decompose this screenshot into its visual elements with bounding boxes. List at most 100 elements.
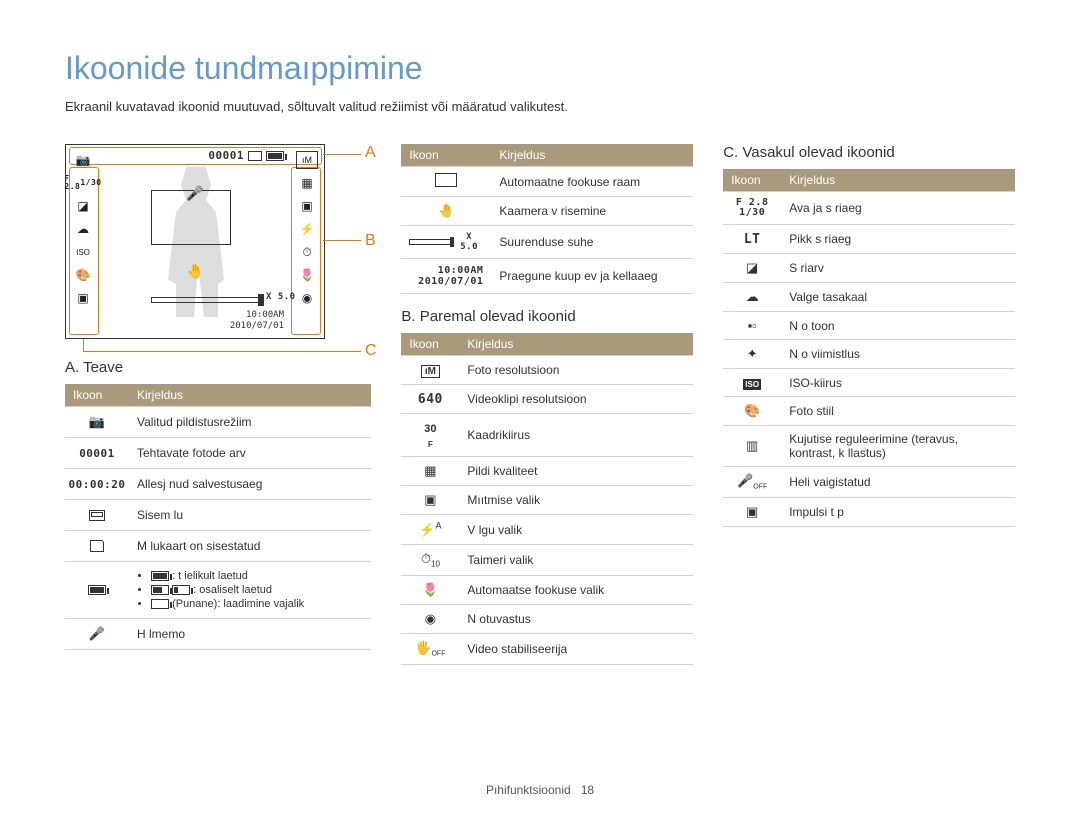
table-a2: Ikoon Kirjeldus Automaatne fookuse raam … (401, 144, 693, 294)
row-desc: Impulsi t p (781, 497, 1015, 526)
row-desc: M lukaart on sisestatud (129, 531, 371, 562)
aperture-shutter-icon: F 2.81/30 (72, 174, 94, 192)
table-row: ⚡A V lgu valik (401, 515, 693, 545)
page-footer: Pıhifunktsioonid 18 (0, 783, 1080, 797)
iso-icon: ISO (743, 379, 761, 390)
camera-screen: 🎤 🤚 X 5.0 00001 📷 F 2.81/30 ◪ ☁ ISO 🎨 ▣ (65, 144, 325, 339)
macro-icon: 🌷 (296, 266, 318, 284)
th-desc: Kirjeldus (781, 169, 1015, 192)
row-desc: Heli vaigistatud (781, 467, 1015, 498)
table-row: 640Videoklipi resolutsioon (401, 385, 693, 414)
flash-icon: ⚡A (419, 522, 441, 537)
row-desc: Video stabiliseerija (459, 633, 693, 664)
timer-icon: ⏱10 (421, 551, 440, 566)
aperture-shutter-icon: F 2.81/30 (731, 198, 773, 218)
metering-icon: ▣ (424, 492, 436, 507)
row-desc: N o viimistlus (781, 340, 1015, 369)
table-c: Ikoon Kirjeldus F 2.81/30Ava ja s riaeg … (723, 169, 1015, 527)
row-desc: Suurenduse suhe (491, 226, 693, 259)
table-row: M lukaart on sisestatud (65, 531, 371, 562)
table-a: Ikoon Kirjeldus 📷 Valitud pildistusrežii… (65, 384, 371, 650)
exposure-icon: ◪ (72, 197, 94, 215)
table-row: Sisem lu (65, 500, 371, 531)
table-row: ISO ISO-kiirus (723, 369, 1015, 397)
row-desc: Valitud pildistusrežiim (129, 407, 371, 438)
adjust-icon: ▥ (746, 438, 758, 453)
burst-icon: ▣ (72, 289, 94, 307)
row-desc: Automaatse fookuse valik (459, 575, 693, 604)
row-desc: N otuvastus (459, 604, 693, 633)
table-row: 📷 Valitud pildistusrežiim (65, 407, 371, 438)
row-desc: Sisem lu (129, 500, 371, 531)
row-desc: Allesj nud salvestusaeg (129, 469, 371, 500)
table-row: 🖐OFFVideo stabiliseerija (401, 633, 693, 664)
table-row: ▣ Impulsi t p (723, 497, 1015, 526)
battery-icon (83, 581, 111, 599)
table-b: Ikoon Kirjeldus ıMFoto resolutsioon 640V… (401, 333, 693, 665)
column-c: C. Vasakul olevad ikoonid Ikoon Kirjeldu… (723, 144, 1015, 665)
photo-res-icon: ıM (421, 365, 440, 378)
camera-mode-icon: 📷 (83, 413, 111, 431)
pulse-type-icon: ▣ (746, 504, 758, 519)
internal-memory-icon (83, 506, 111, 524)
table-row: ▪▫N o toon (723, 312, 1015, 340)
face-detect-icon: ◉ (425, 611, 436, 626)
row-desc: Ava ja s riaeg (781, 192, 1015, 225)
long-exposure-icon: LT (744, 232, 761, 247)
footer-section: Pıhifunktsioonid (486, 783, 571, 797)
th-icon: Ikoon (723, 169, 781, 192)
frame-rate-icon: 30F (424, 423, 436, 450)
timer-icon: ⏱ (296, 243, 318, 261)
row-desc: Kaamera v risemine (491, 197, 693, 226)
mic-icon: 🎤 (186, 185, 203, 202)
quality-icon: ▦ (296, 174, 318, 192)
table-row: ⏱10Taimeri valik (401, 545, 693, 576)
intmem-icon (248, 151, 262, 161)
table-row: LTPikk s riaeg (723, 225, 1015, 254)
iso-icon: ISO (72, 243, 94, 261)
photo-res-icon: ıM (296, 151, 318, 169)
page-subtitle: Ekraanil kuvatavad ikoonid muutuvad, sõl… (65, 99, 1015, 114)
row-desc: Pildi kvaliteet (459, 457, 693, 486)
voice-memo-icon: 🎤 (83, 625, 111, 643)
th-icon: Ikoon (401, 333, 459, 356)
table-row: ☁Valge tasakaal (723, 283, 1015, 312)
table-row: 10:00AM 2010/07/01 Praegune kuup ev ja k… (401, 259, 693, 294)
screen-top-row: 00001 (208, 149, 284, 162)
row-desc: V lgu valik (459, 515, 693, 545)
table-row: 00:00:20 Allesj nud salvestusaeg (65, 469, 371, 500)
table-row: ◉ N otuvastus (401, 604, 693, 633)
zoom-label: X 5.0 (266, 292, 296, 302)
table-row: 00001 Tehtavate fotode arv (65, 438, 371, 469)
table-row: 🎤OFFHeli vaigistatud (723, 467, 1015, 498)
row-desc: Kujutise reguleerimine (teravus, kontras… (781, 426, 1015, 467)
row-desc: Mııtmise valik (459, 486, 693, 515)
photo-style-icon: 🎨 (744, 403, 760, 418)
footer-page: 18 (581, 783, 594, 797)
callout-a: A (365, 144, 376, 162)
macro-icon: 🌷 (422, 582, 438, 597)
row-desc: ISO-kiirus (781, 369, 1015, 397)
row-desc: : t ielikult laetud : osaliselt laetud (… (129, 562, 371, 619)
column-a: 🎤 🤚 X 5.0 00001 📷 F 2.81/30 ◪ ☁ ISO 🎨 ▣ (65, 144, 371, 665)
face-detect-icon: ◉ (296, 289, 318, 307)
exposure-icon: ◪ (746, 260, 758, 275)
table-row: : t ielikult laetud : osaliselt laetud (… (65, 562, 371, 619)
flash-icon: ⚡ (296, 220, 318, 238)
battery-icon (266, 151, 284, 161)
table-row: ▦Pildi kvaliteet (401, 457, 693, 486)
table-row: ◪ S riarv (723, 254, 1015, 283)
camera-mode-icon: 📷 (72, 151, 94, 169)
content-columns: 🎤 🤚 X 5.0 00001 📷 F 2.81/30 ◪ ☁ ISO 🎨 ▣ (65, 144, 1015, 665)
screen-left-icons: 📷 F 2.81/30 ◪ ☁ ISO 🎨 ▣ (72, 151, 94, 307)
th-desc: Kirjeldus (129, 384, 371, 407)
th-desc: Kirjeldus (459, 333, 693, 356)
top-counter: 00001 (208, 149, 244, 162)
row-desc: Foto stiil (781, 397, 1015, 426)
zoom-bar-icon (151, 297, 261, 303)
row-desc: Valge tasakaal (781, 283, 1015, 312)
callout-b: B (365, 232, 376, 250)
table-row: F 2.81/30 Ava ja s riaeg (723, 192, 1015, 225)
table-row: X 5.0 Suurenduse suhe (401, 226, 693, 259)
row-desc: S riarv (781, 254, 1015, 283)
